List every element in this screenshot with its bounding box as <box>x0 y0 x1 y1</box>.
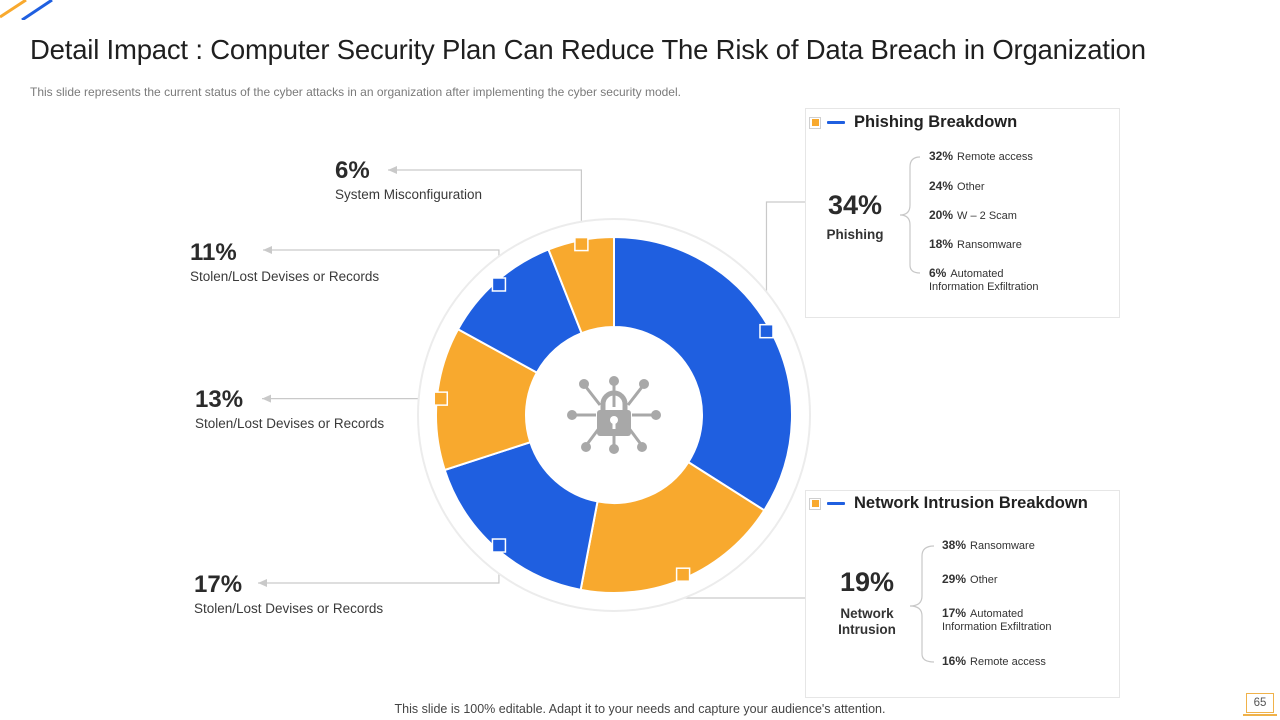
page-title: Detail Impact : Computer Security Plan C… <box>30 34 1146 65</box>
heading-text: Phishing Breakdown <box>854 113 1018 131</box>
lock-network-icon <box>567 376 661 454</box>
slice-marker <box>433 391 449 406</box>
footer-text: This slide is 100% editable. Adapt it to… <box>394 702 886 716</box>
connector-line <box>388 169 582 245</box>
phishing-pct: 34% <box>827 190 883 220</box>
callout-pct: 11% <box>190 239 237 266</box>
phishing-breakdown-panel <box>805 108 1120 318</box>
connector-arrow <box>258 579 267 587</box>
slice-marker <box>675 567 691 582</box>
phishing-breakdown-heading: Phishing Breakdown <box>809 113 1017 132</box>
legend-square-icon <box>809 116 821 129</box>
phishing-item: 32% Remote access <box>929 149 1033 164</box>
callout-stolen-11: 11% Stolen/Lost Devises or Records <box>190 239 379 285</box>
network-item: 38% Ransomware <box>942 538 1035 553</box>
callout-label: Stolen/Lost Devises or Records <box>194 601 384 616</box>
connector-line <box>765 201 805 332</box>
legend-dash-icon <box>827 121 845 124</box>
callout-label: Stolen/Lost Devises or Records <box>195 416 385 431</box>
network-item: 16% Remote access <box>942 654 1046 669</box>
legend-dash-icon <box>827 502 845 505</box>
phishing-item: 20% W – 2 Scam <box>929 208 1017 223</box>
callout-stolen-13: 13% Stolen/Lost Devises or Records <box>195 386 384 432</box>
callout-pct: 13% <box>195 386 244 413</box>
network-breakdown-panel <box>805 490 1120 698</box>
page-number: 65 <box>1246 693 1274 713</box>
page-subtitle: This slide represents the current status… <box>30 85 681 99</box>
phishing-item: 24% Other <box>929 179 985 194</box>
phishing-item: 18% Ransomware <box>929 237 1022 252</box>
legend-square-icon <box>809 497 821 510</box>
connector-arrow <box>262 394 271 403</box>
slice-marker <box>574 236 589 252</box>
network-breakdown-heading: Network Intrusion Breakdown <box>809 494 1088 513</box>
callout-pct: 17% <box>194 571 243 598</box>
network-pct: 19% <box>839 567 895 597</box>
callout-label: System Misconfiguration <box>335 187 483 202</box>
slice-marker <box>491 538 507 553</box>
page-number-underline <box>1243 714 1277 716</box>
donut-slice <box>613 235 793 512</box>
corner-decoration <box>0 0 53 20</box>
connector-arrow <box>263 246 272 254</box>
network-item: 17% Automated Information Exfiltration <box>942 606 1052 634</box>
heading-text: Network Intrusion Breakdown <box>854 494 1088 512</box>
callout-system-misconfiguration: 6% System Misconfiguration <box>335 157 482 203</box>
callout-pct: 6% <box>335 157 370 184</box>
network-label: Network Intrusion <box>838 606 896 637</box>
phishing-label: Phishing <box>826 227 884 242</box>
callout-label: Stolen/Lost Devises or Records <box>190 269 380 284</box>
slice-marker <box>759 323 774 339</box>
network-item: 29% Other <box>942 572 998 587</box>
slice-marker <box>491 277 507 292</box>
connector-arrow <box>388 166 397 174</box>
callout-stolen-17: 17% Stolen/Lost Devises or Records <box>194 571 383 617</box>
phishing-item: 6% Automated Information Exfiltration <box>929 266 1039 294</box>
